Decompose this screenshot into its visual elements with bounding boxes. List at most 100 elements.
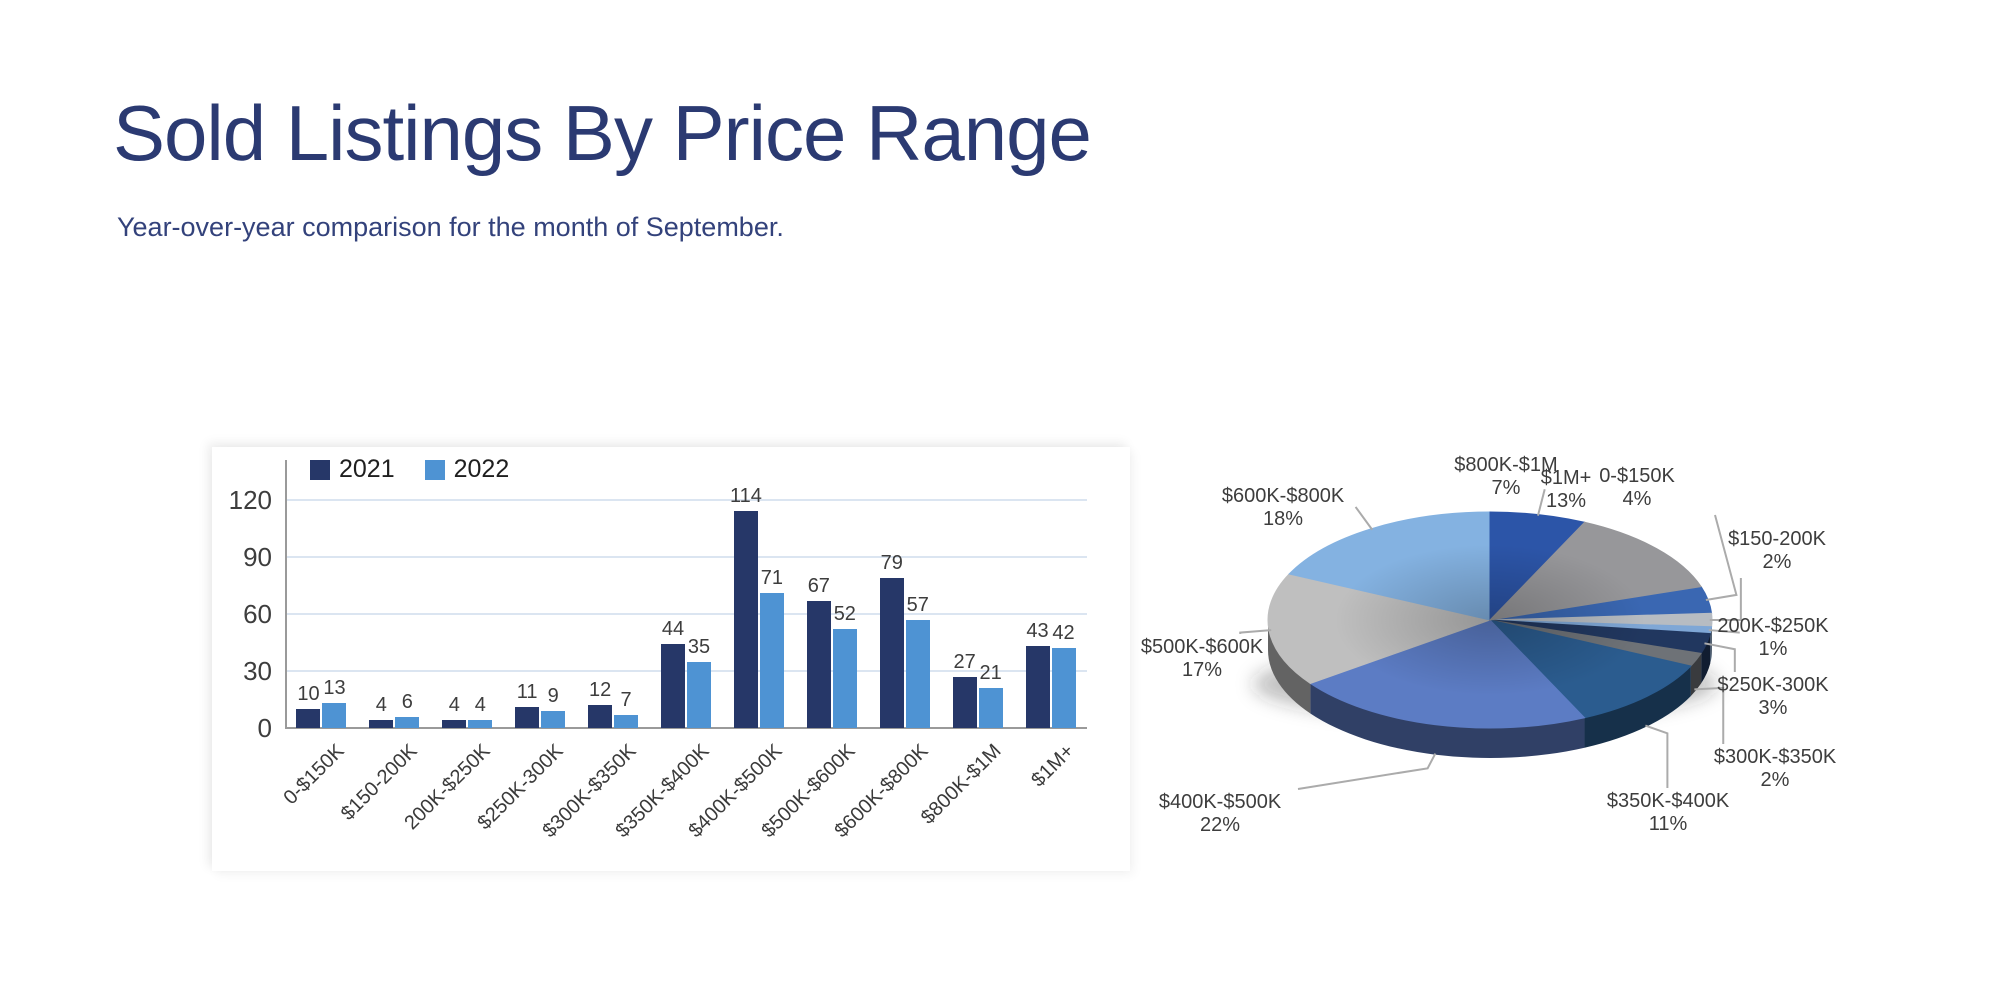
pie-slice-label-$1M+: $1M+ 13%	[1476, 467, 1656, 513]
pie-slice-label-text: $400K-$500K	[1158, 791, 1282, 813]
pie-slice-label-$250K-300K: $250K-300K 3%	[1683, 674, 1863, 720]
bar-value-label: 27	[953, 650, 976, 673]
pie-center-shade	[1268, 512, 1712, 728]
pie-slice-percent: 11%	[1648, 813, 1688, 835]
pie-slice-label-text: $800K-$1M	[1454, 454, 1558, 476]
pie-slice-percent: 3%	[1758, 697, 1788, 719]
bar-value-label: 52	[833, 603, 856, 626]
bar-2022-$400K-$500K	[759, 593, 784, 728]
bar-2021-$400K-$500K	[733, 511, 758, 728]
pie-slice-label-text: $250K-300K	[1717, 674, 1829, 696]
pie-slice-label-text: $500K-$600K	[1140, 636, 1264, 658]
bar-2021-$300K-$350K	[588, 705, 613, 728]
pie-slice-percent: 22%	[1199, 814, 1241, 836]
y-axis-tick-label: 60	[243, 599, 272, 629]
pie-leader-line-$300K-$350K	[1694, 686, 1725, 744]
bar-2022-$800K-$1M	[978, 688, 1003, 728]
gridline	[285, 670, 1087, 672]
pie-leader-line-200K-$250K	[1708, 629, 1740, 634]
pie-slice-label-$150-200K: $150-200K 2%	[1687, 528, 1867, 574]
bar-value-label: 71	[760, 567, 784, 590]
y-axis-tick-label: 90	[243, 542, 272, 572]
pie-slice-percent: 18%	[1262, 508, 1304, 530]
bar-2021-0-$150K	[296, 709, 321, 728]
bar-value-label: 114	[729, 485, 762, 508]
bar-2022-$600K-$800K	[905, 619, 930, 728]
pie-leader-line-$250K-300K	[1704, 642, 1736, 672]
bar-2022-200K-$250K	[468, 720, 493, 728]
page-subtitle: Year-over-year comparison for the month …	[117, 212, 784, 242]
bar-2021-$800K-$1M	[952, 676, 977, 728]
bar-chart-plot: 0 30 60 90 120 10 13 0-$150K 4 6 $150-200K 4 4 200K-$…	[212, 447, 1130, 871]
legend-item-2021: 2021	[310, 455, 395, 484]
y-axis-line	[285, 460, 287, 728]
bar-value-label: 67	[807, 574, 830, 597]
x-axis-line	[285, 727, 1087, 729]
pie-slice-label-text: 0-$150K	[1599, 465, 1675, 487]
bar-value-label: 12	[588, 679, 612, 702]
bar-2021-$1M+	[1025, 646, 1050, 728]
pie-slice-side-$300K-$350K	[1690, 653, 1702, 696]
bar-2022-$350K-$400K	[687, 661, 711, 728]
pie-slice-percent: 4%	[1622, 488, 1652, 510]
pie-slice-percent: 2%	[1760, 769, 1790, 791]
bar-2021-200K-$250K	[442, 720, 467, 728]
bar-value-label: 10	[297, 683, 320, 705]
bar-value-label: 9	[547, 684, 559, 707]
pie-slice-label-text: $350K-$400K	[1606, 790, 1730, 812]
bar-value-label: 21	[979, 662, 1002, 685]
pie-slice-label-$500K-$600K: $500K-$600K 17%	[1112, 636, 1292, 682]
bar-2022-$300K-$350K	[614, 714, 639, 728]
bar-2021-$350K-$400K	[661, 644, 685, 728]
pie-slice-percent: 7%	[1491, 477, 1521, 499]
bar-2021-$250K-300K	[515, 707, 540, 728]
legend-item-2022: 2022	[424, 455, 510, 484]
legend-swatch-2021	[310, 459, 330, 480]
pie-slice-label-text: $300K-$350K	[1713, 746, 1837, 768]
pie-leader-line-$800K-$1M	[1536, 489, 1546, 516]
pie-slice-percent: 13%	[1545, 490, 1587, 512]
y-axis-tick-label: 120	[228, 485, 272, 515]
pie-slice-percent: 2%	[1762, 551, 1792, 573]
bar-2021-$600K-$800K	[879, 577, 904, 728]
bar-value-label: 7	[620, 688, 632, 711]
pie-slice-percent: 1%	[1758, 638, 1788, 660]
legend-label: 2021	[339, 455, 395, 483]
pie-slice-label-$800K-$1M: $800K-$1M 7%	[1416, 454, 1596, 500]
bar-2022-$250K-300K	[541, 710, 566, 728]
pie-chart	[1239, 489, 1742, 790]
bar-value-label: 4	[474, 694, 486, 717]
y-axis-tick-label: 0	[257, 713, 272, 743]
bar-value-label: 42	[1052, 622, 1075, 645]
bar-2022-$150-200K	[395, 716, 420, 728]
page-title: Sold Listings By Price Range	[113, 89, 1092, 177]
gridline	[285, 613, 1087, 615]
y-axis-tick-label: 30	[243, 656, 272, 686]
pie-slice-percent: 17%	[1181, 659, 1223, 681]
bar-value-label: 11	[516, 681, 538, 704]
legend-label: 2022	[453, 455, 510, 483]
bar-value-label: 35	[687, 635, 711, 658]
pie-leader-line-$600K-$800K	[1354, 506, 1374, 531]
pie-slice-label-$300K-$350K: $300K-$350K 2%	[1685, 746, 1865, 792]
pie-leader-line-0-$150K	[1705, 514, 1738, 601]
bar-value-label: 4	[448, 694, 460, 717]
bar-value-label: 4	[375, 694, 387, 717]
pie-slice-label-$350K-$400K: $350K-$400K 11%	[1578, 790, 1758, 836]
pie-slice-label-text: $150-200K	[1728, 528, 1826, 550]
pie-slice-label-text: 200K-$250K	[1717, 615, 1829, 637]
bar-2022-$1M+	[1051, 648, 1076, 728]
gridline	[285, 499, 1087, 501]
bar-value-label: 43	[1026, 620, 1049, 643]
pie-slice-label-text: $600K-$800K	[1221, 485, 1345, 507]
bar-value-label: 13	[323, 677, 346, 700]
bar-2022-0-$150K	[322, 703, 347, 728]
pie-leader-line-$350K-$400K	[1645, 724, 1669, 788]
bar-2021-$150-200K	[369, 720, 394, 728]
pie-leader-line-$400K-$500K	[1297, 753, 1437, 790]
bar-chart-panel: 2021 2022 0 30 60 90 120 10 13 0-$150K 4 6 $150-200…	[212, 447, 1130, 871]
pie-slice-side-$350K-$400K	[1584, 665, 1691, 748]
bar-value-label: 57	[906, 593, 929, 616]
bar-value-label: 6	[401, 690, 413, 713]
